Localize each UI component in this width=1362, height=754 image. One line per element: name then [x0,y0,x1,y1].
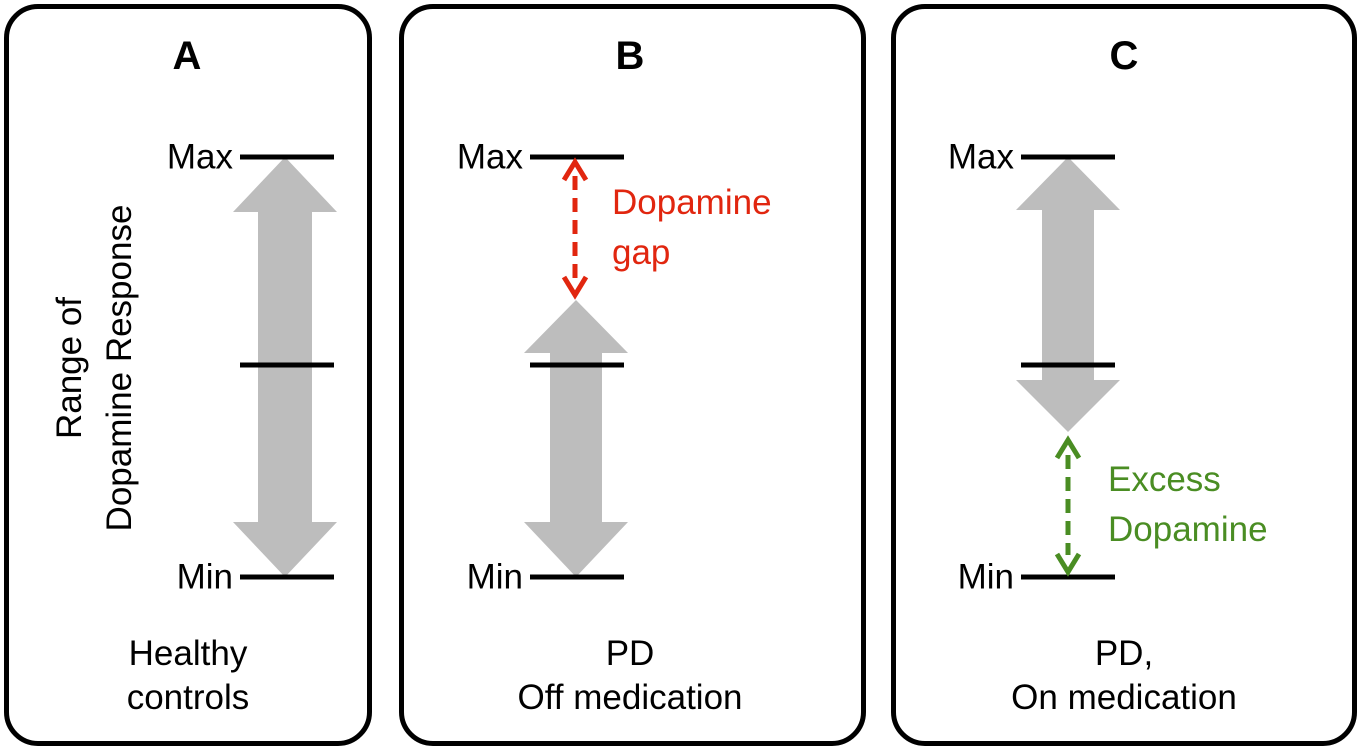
panel-pd-off-medication [399,4,866,746]
excess-arrowhead-up [1054,435,1082,460]
dopamine-gap-label: Dopamine gap [612,178,772,278]
caption-c: PD, On medication [1011,632,1237,720]
panel-letter-b: B [615,34,645,78]
panel-letter-c: C [1109,34,1139,78]
excess-dopamine-line2: Dopamine [1108,510,1268,549]
max-label-b: Max [456,137,523,177]
panel-pd-on-medication [891,4,1357,746]
excess-dopamine-line1: Excess [1108,460,1221,499]
caption-a-line2: controls [126,678,250,717]
max-label-c: Max [947,137,1014,177]
caption-c-line2: On medication [1011,678,1237,717]
min-label-c: Min [957,557,1014,597]
gap-arrowhead-up [561,157,589,182]
caption-a: Healthy controls [127,632,250,720]
gap-arrowhead-down [561,275,589,300]
caption-b: PD Off medication [517,632,742,720]
caption-a-line1: Healthy [128,634,248,673]
max-label-a: Max [166,137,233,177]
min-label-a: Min [176,557,233,597]
axis-label-line1: Range of [50,296,89,440]
min-label-b: Min [466,557,523,597]
range-arrow-b [524,300,628,577]
range-arrow-c [1016,157,1120,432]
dopamine-gap-line2: gap [612,233,671,272]
caption-c-line1: PD, [1094,634,1154,673]
excess-dopamine-label: Excess Dopamine [1108,455,1268,555]
caption-b-line1: PD [605,634,655,673]
axis-label-line2: Dopamine Response [100,204,139,532]
excess-arrowhead-down [1054,552,1082,577]
panel-letter-a: A [172,34,202,78]
dopamine-gap-line1: Dopamine [612,183,772,222]
caption-b-line2: Off medication [517,678,743,717]
axis-label: Range of Dopamine Response [45,205,145,532]
